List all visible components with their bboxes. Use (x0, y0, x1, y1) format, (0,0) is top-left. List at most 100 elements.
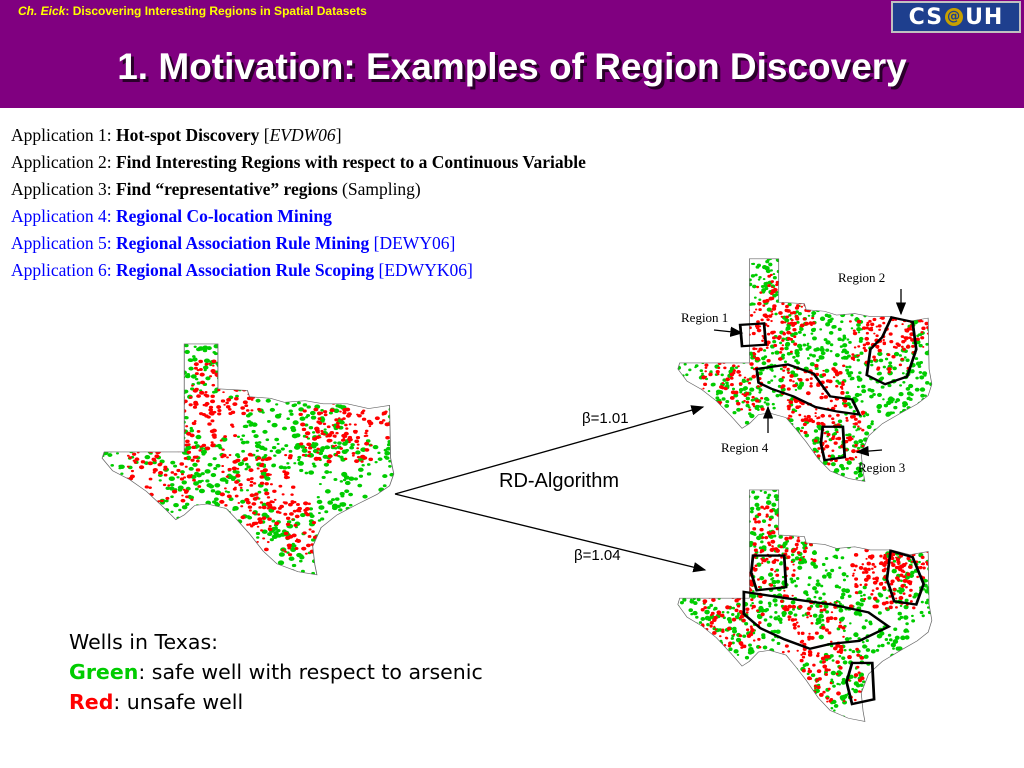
unsafe-well-point (298, 510, 302, 513)
safe-well-point (911, 299, 916, 303)
unsafe-well-point (770, 330, 775, 335)
safe-well-point (317, 511, 321, 515)
safe-well-point (102, 356, 108, 361)
safe-well-point (876, 530, 880, 534)
unsafe-well-point (842, 364, 846, 368)
safe-well-point (889, 424, 894, 428)
safe-well-point (677, 469, 680, 475)
safe-well-point (884, 426, 889, 431)
safe-well-point (824, 368, 830, 373)
unsafe-well-point (813, 458, 818, 462)
safe-well-point (699, 276, 703, 279)
safe-well-point (824, 658, 829, 662)
safe-well-point (758, 600, 763, 605)
safe-well-point (709, 685, 715, 689)
safe-well-point (177, 402, 181, 406)
safe-well-point (913, 700, 920, 705)
safe-well-point (677, 319, 681, 324)
safe-well-point (727, 677, 733, 681)
safe-well-point (807, 583, 811, 587)
safe-well-point (851, 495, 856, 499)
safe-well-point (725, 466, 729, 469)
safe-well-point (703, 679, 708, 684)
safe-well-point (213, 501, 219, 505)
safe-well-point (188, 546, 196, 552)
safe-well-point (859, 495, 865, 500)
safe-well-point (882, 438, 888, 442)
unsafe-well-point (719, 635, 722, 638)
safe-well-point (160, 343, 167, 346)
safe-well-point (897, 520, 903, 525)
safe-well-point (112, 429, 119, 434)
unsafe-well-point (787, 615, 792, 619)
safe-well-point (789, 705, 794, 709)
unsafe-well-point (128, 343, 134, 347)
safe-well-point (705, 459, 711, 464)
unsafe-well-point (729, 537, 734, 542)
unsafe-well-point (911, 344, 915, 348)
safe-well-point (904, 255, 907, 258)
safe-well-point (710, 581, 715, 586)
safe-well-point (910, 393, 914, 397)
unsafe-well-point (890, 539, 894, 543)
safe-well-point (853, 398, 859, 403)
safe-well-point (918, 560, 921, 564)
safe-well-point (919, 510, 925, 515)
unsafe-well-point (805, 378, 810, 382)
safe-well-point (341, 472, 348, 478)
safe-well-point (739, 279, 743, 283)
safe-well-point (889, 499, 896, 505)
unsafe-well-point (180, 498, 186, 503)
safe-well-point (928, 334, 932, 338)
safe-well-point (240, 499, 246, 504)
unsafe-well-point (803, 277, 807, 280)
safe-well-point (315, 393, 320, 397)
safe-well-point (142, 364, 149, 369)
safe-well-point (170, 460, 176, 465)
unsafe-well-point (865, 331, 869, 335)
region-1-outline (738, 322, 768, 348)
unsafe-well-point (707, 397, 710, 400)
unsafe-well-point (342, 411, 347, 415)
safe-well-point (219, 524, 226, 529)
unsafe-well-point (696, 276, 701, 281)
safe-well-point (371, 349, 377, 354)
unsafe-well-point (786, 387, 791, 391)
safe-well-point (859, 598, 865, 602)
safe-well-point (924, 300, 929, 305)
safe-well-point (851, 298, 855, 301)
safe-well-point (172, 345, 177, 350)
unsafe-well-point (779, 545, 784, 549)
safe-well-point (877, 687, 881, 691)
safe-well-point (344, 399, 349, 403)
safe-well-point (766, 560, 771, 564)
safe-well-point (720, 373, 724, 377)
safe-well-point (913, 275, 917, 279)
safe-well-point (358, 506, 364, 511)
safe-well-point (918, 270, 923, 274)
safe-well-point (791, 428, 796, 432)
safe-well-point (710, 702, 714, 705)
unsafe-well-point (786, 404, 792, 409)
safe-well-point (766, 622, 772, 628)
unsafe-well-point (732, 518, 736, 521)
unsafe-well-point (248, 509, 252, 512)
unsafe-well-point (810, 558, 814, 561)
safe-well-point (850, 327, 854, 330)
safe-well-point (841, 259, 845, 263)
safe-well-point (275, 395, 280, 400)
safe-well-point (861, 286, 866, 290)
safe-well-point (182, 546, 187, 549)
unsafe-well-point (250, 398, 254, 401)
safe-well-point (905, 314, 911, 318)
safe-well-point (803, 518, 808, 523)
safe-well-point (883, 297, 887, 300)
safe-well-point (184, 542, 191, 548)
unsafe-well-point (180, 428, 186, 433)
safe-well-point (770, 369, 774, 372)
safe-well-point (725, 489, 731, 492)
unsafe-well-point (687, 267, 691, 271)
unsafe-well-point (819, 395, 824, 400)
safe-well-point (126, 554, 131, 558)
safe-well-point (834, 584, 839, 589)
